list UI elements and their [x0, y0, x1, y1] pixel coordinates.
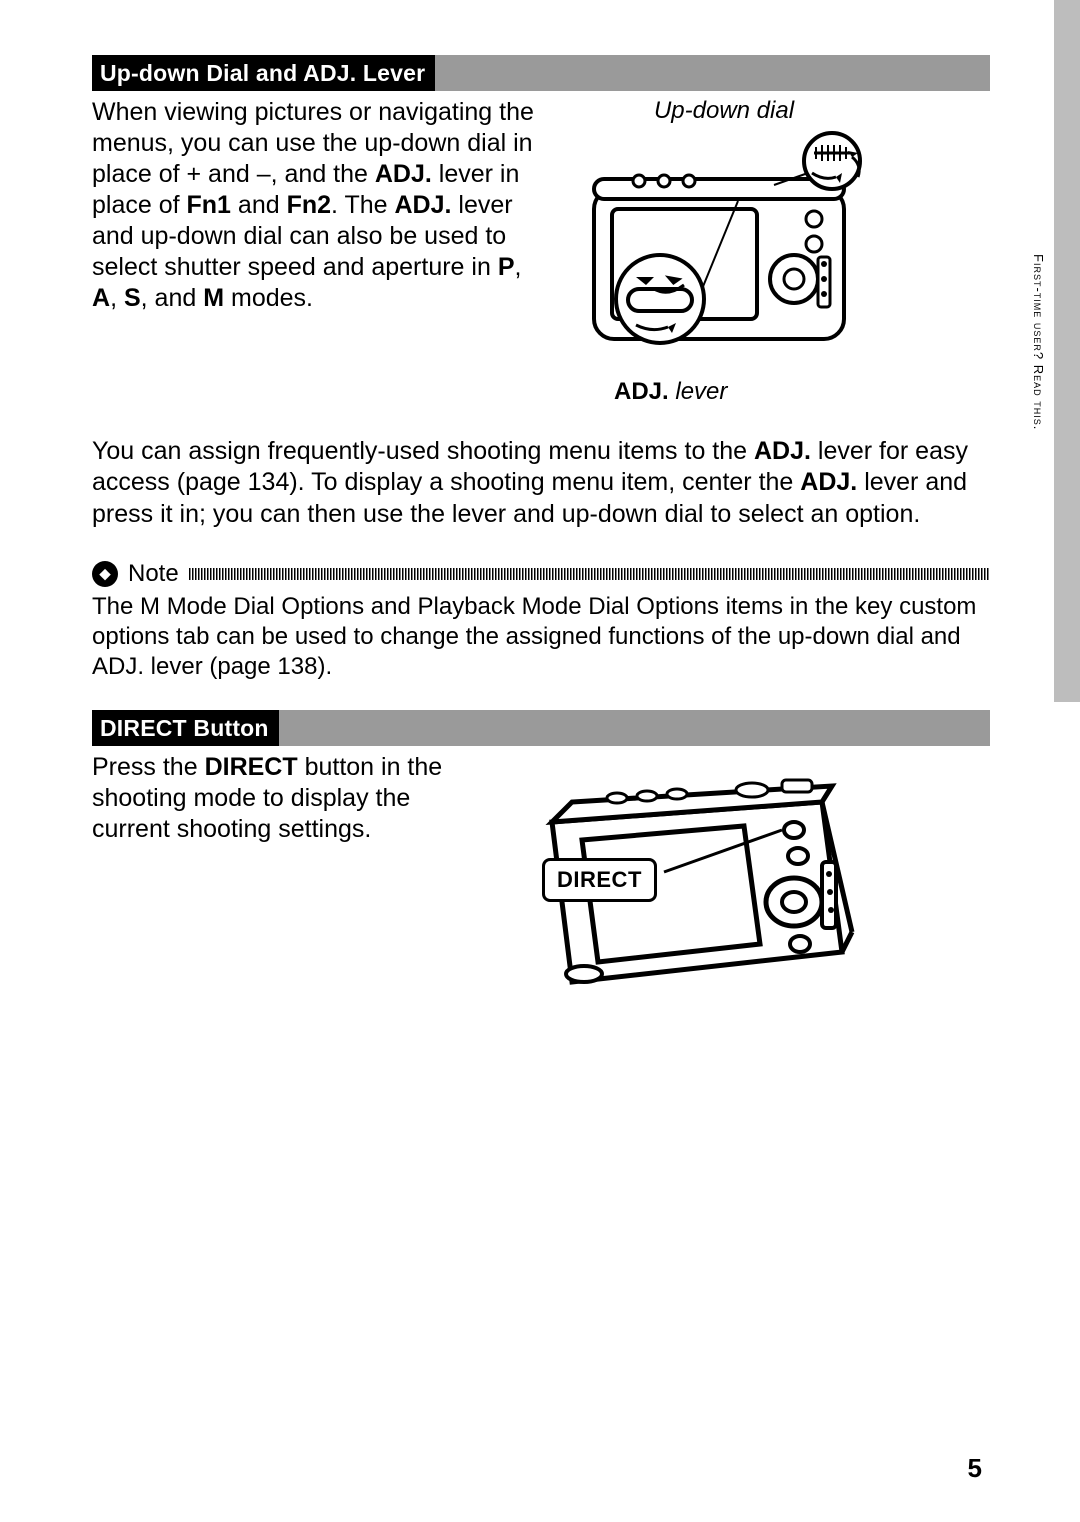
section2-para: Press the DIRECT button in the shooting … [92, 752, 492, 845]
section1-para2: You can assign frequently-used shooting … [92, 436, 990, 530]
section2-title: DIRECT Button [92, 710, 279, 746]
note-body: The M Mode Dial Options and Playback Mod… [92, 592, 990, 682]
note-icon [92, 561, 118, 587]
diagram-updown: Up-down dial [564, 97, 884, 406]
diagram-label-bottom: ADJ. lever [564, 378, 884, 406]
section-title: Up-down Dial and ADJ. Lever [92, 55, 435, 91]
section2-row: Press the DIRECT button in the shooting … [92, 752, 990, 1017]
diagram-label-top: Up-down dial [564, 97, 884, 125]
direct-callout-label: DIRECT [542, 858, 657, 902]
note-rule [189, 568, 990, 580]
camera-illustration-1 [564, 129, 884, 369]
diagram-direct: DIRECT [512, 752, 872, 1017]
section-header-bar: Up-down Dial and ADJ. Lever [92, 55, 990, 91]
section1-para1: When viewing pictures or navigating the … [92, 97, 544, 406]
note-header: Note [92, 560, 990, 588]
note-title: Note [128, 560, 179, 588]
section2-header-bar: DIRECT Button [92, 710, 990, 746]
page-number: 5 [968, 1453, 982, 1484]
section1-row: When viewing pictures or navigating the … [92, 97, 990, 406]
page-content: Up-down Dial and ADJ. Lever When viewing… [0, 0, 1080, 1522]
